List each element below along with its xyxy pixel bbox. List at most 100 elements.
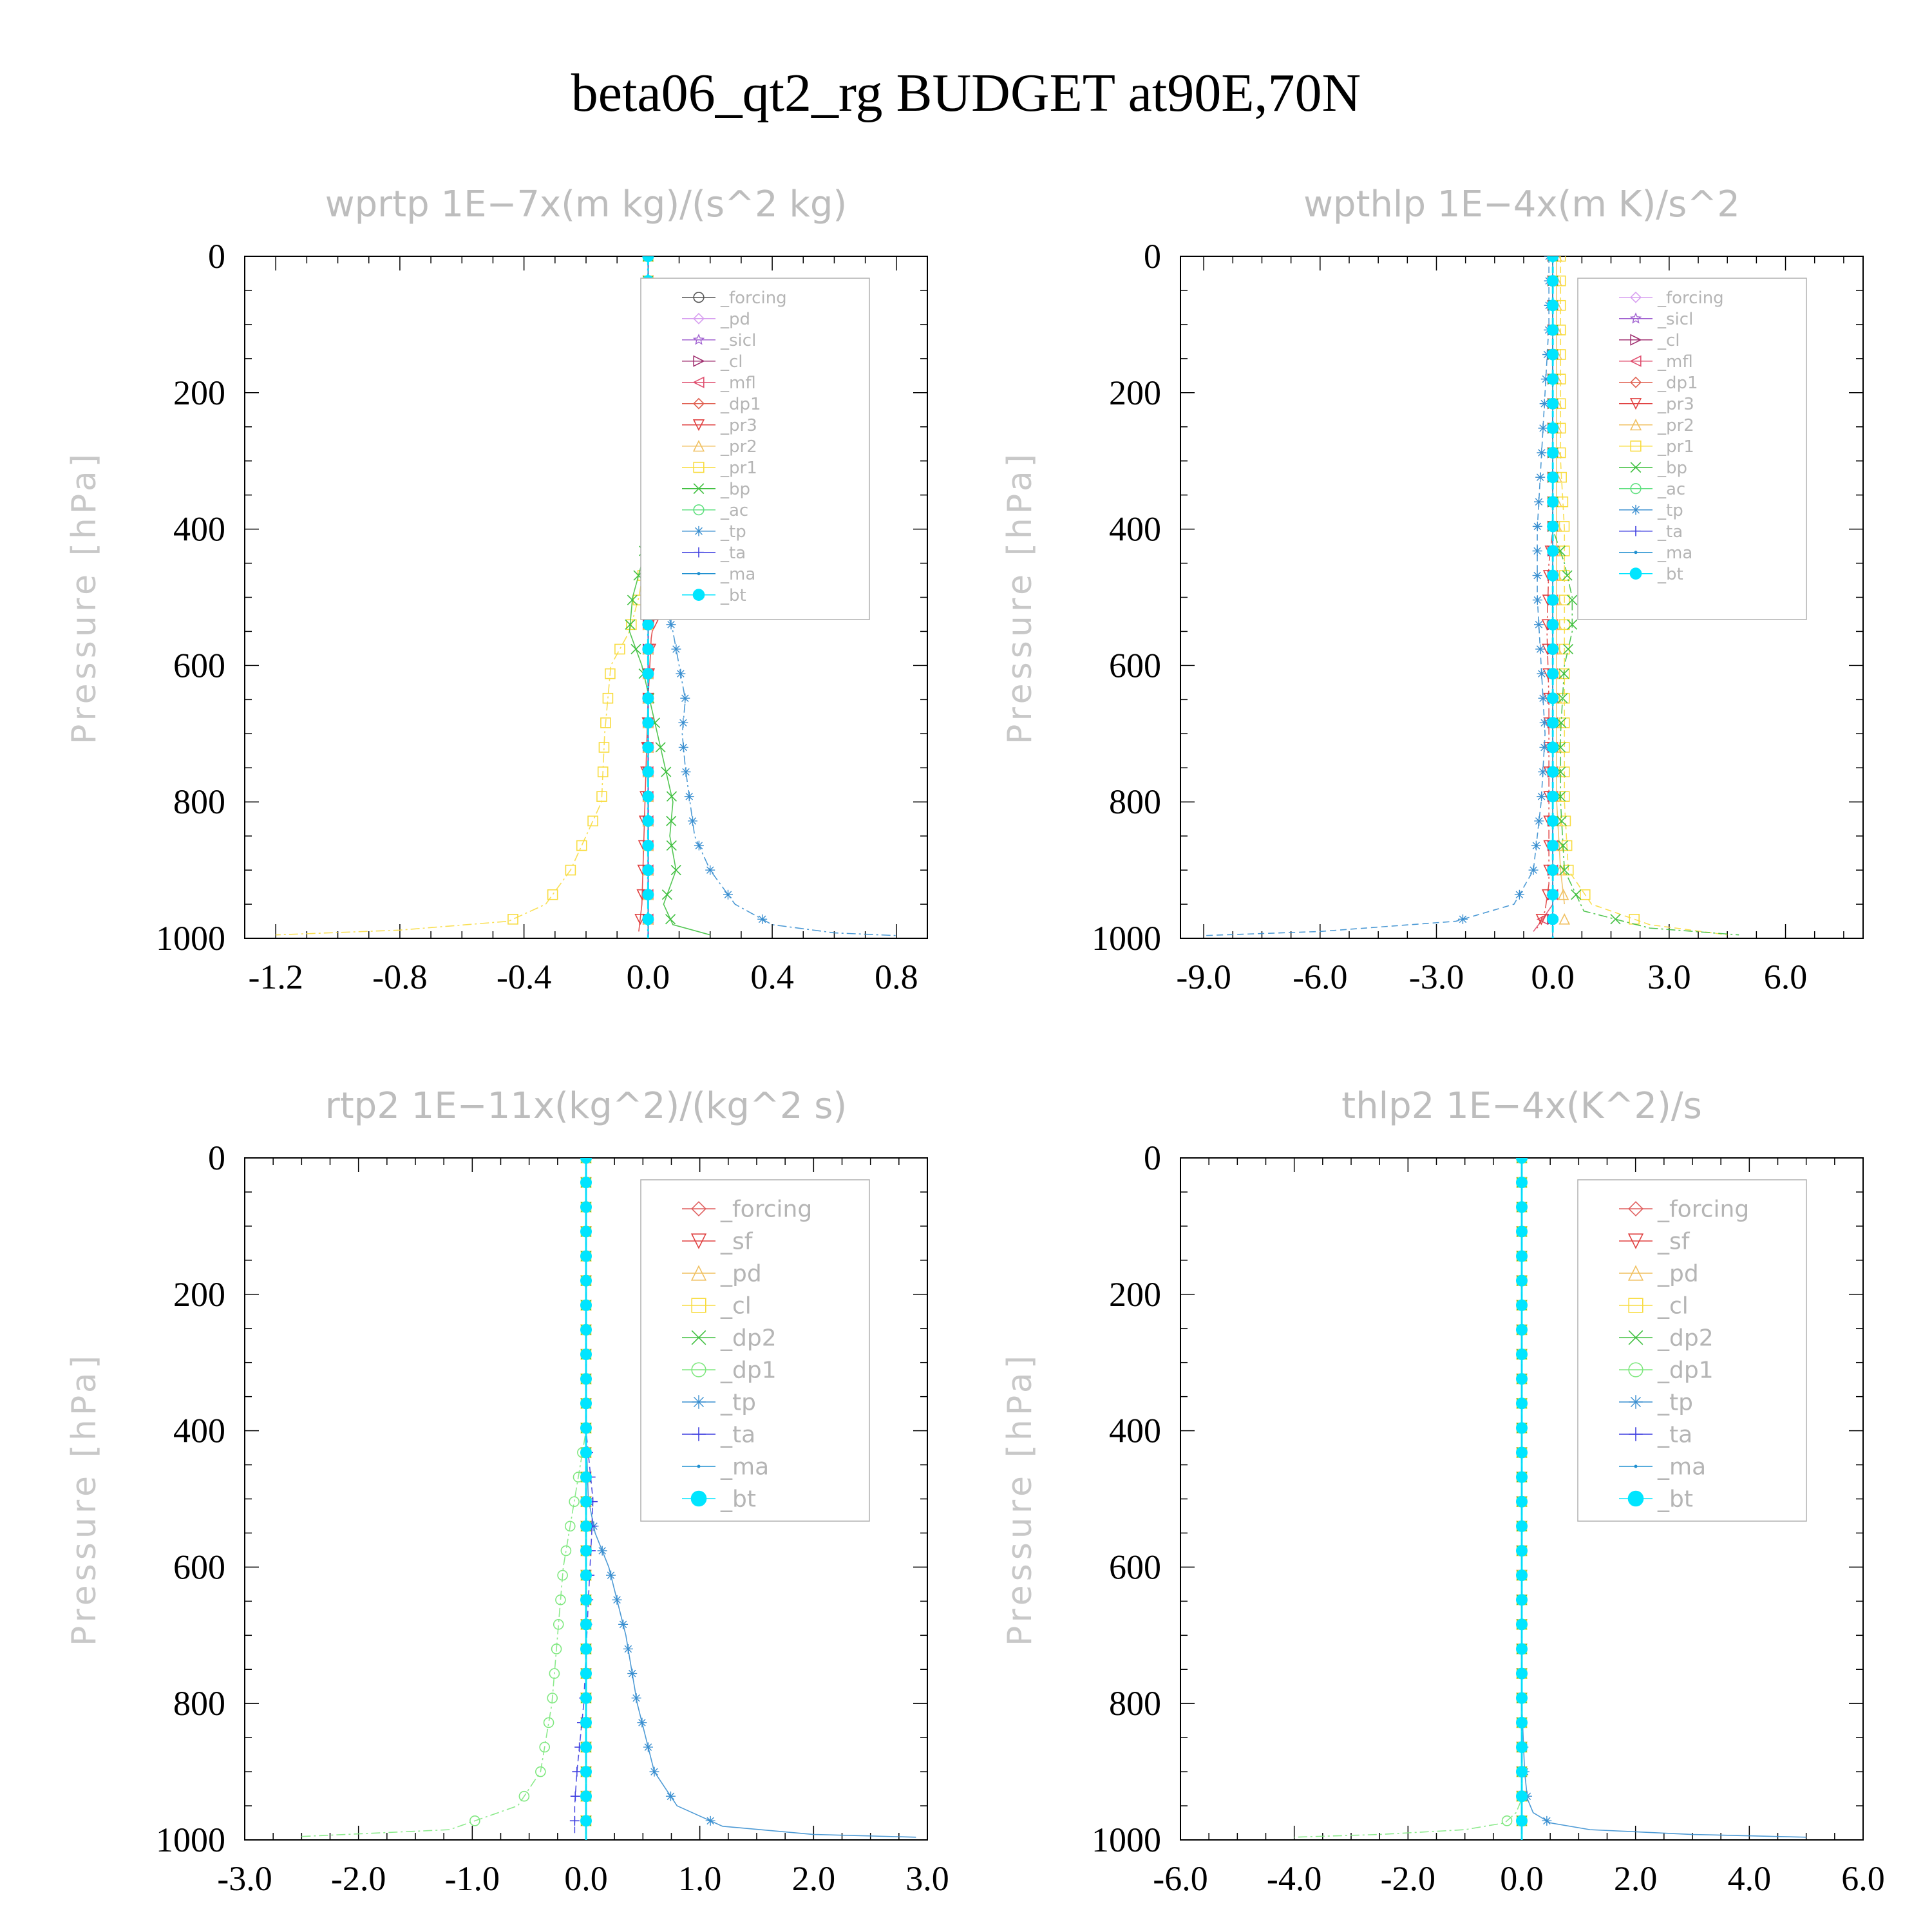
data-point (1535, 472, 1546, 482)
data-point (1534, 620, 1544, 630)
legend-marker (691, 1201, 706, 1217)
panel-title: rtp2 1E−11x(kg^2)/(kg^2 s) (325, 1085, 848, 1127)
data-point (576, 840, 587, 851)
legend-marker (1630, 334, 1642, 346)
legend-marker (693, 483, 705, 495)
legend-label: _dp1 (720, 395, 761, 414)
legend-label: _pd (1657, 1261, 1699, 1287)
legend-label: _sicl (1657, 310, 1693, 329)
data-point (580, 1348, 592, 1360)
legend-label: _pr1 (1657, 437, 1694, 457)
data-point (1547, 299, 1559, 312)
legend-marker (1630, 483, 1642, 495)
data-point (557, 1569, 568, 1581)
legend-marker (1630, 462, 1642, 473)
data-point (1558, 570, 1570, 581)
legend-label: _cl (720, 1293, 752, 1320)
y-tick-label: 0 (208, 1139, 225, 1177)
data-point (705, 865, 715, 875)
data-point (1532, 545, 1542, 556)
data-point (1561, 840, 1573, 851)
legend-label: _dp1 (1657, 1358, 1714, 1384)
data-point (1516, 1201, 1528, 1213)
data-point (1538, 423, 1548, 433)
legend: _forcing _sf _pd _cl _dp2 _dp1 _tp _ta _ma _bt (640, 1179, 870, 1522)
data-point (630, 643, 641, 655)
data-point (1516, 1323, 1528, 1336)
data-point (1547, 790, 1559, 802)
data-point (1516, 1274, 1528, 1287)
data-point (1516, 1446, 1528, 1459)
data-point (564, 1520, 576, 1532)
data-point (1516, 1692, 1528, 1704)
legend-label: _tp (1657, 501, 1683, 520)
data-point (1558, 913, 1571, 925)
data-point (1516, 1569, 1528, 1582)
data-point (551, 1643, 562, 1654)
data-point (642, 256, 654, 262)
data-point (580, 1177, 592, 1189)
legend-marker (691, 1330, 706, 1345)
data-point (580, 1692, 592, 1704)
data-point (580, 1594, 592, 1606)
legend-marker (690, 1490, 707, 1507)
data-point (1516, 1594, 1528, 1606)
series-line-dp1 (301, 1158, 587, 1837)
data-point (1547, 446, 1559, 459)
data-point (580, 1520, 592, 1532)
legend-box (1577, 278, 1807, 620)
y-tick-label: 400 (173, 1412, 225, 1450)
data-point (1516, 1397, 1528, 1410)
x-tick-label: 4.0 (1728, 1859, 1772, 1898)
data-point (580, 1815, 592, 1827)
legend-box (1577, 1179, 1807, 1522)
data-point (1547, 397, 1559, 410)
data-point (694, 840, 704, 851)
legend-label: _bt (720, 586, 746, 605)
data-point (655, 742, 666, 753)
data-point (1562, 570, 1573, 581)
x-tick-label: -1.0 (445, 1859, 500, 1898)
legend-marker (693, 312, 705, 325)
legend-marker (1634, 551, 1638, 554)
x-tick-label: -2.0 (1381, 1859, 1435, 1898)
data-point (1547, 889, 1559, 901)
data-point (1558, 791, 1570, 802)
data-point (1516, 1495, 1528, 1508)
y-tick-label: 0 (1144, 237, 1161, 276)
data-point (1579, 889, 1591, 900)
legend-label: _ta (1657, 522, 1683, 542)
data-point (1547, 324, 1559, 336)
data-point (1516, 1544, 1528, 1557)
data-point (618, 1619, 629, 1629)
legend-label: _forcing (1657, 289, 1724, 308)
data-point (1558, 766, 1570, 777)
x-tick-label: -9.0 (1176, 958, 1231, 996)
legend-label: _cl (1657, 331, 1680, 350)
series-line-bp (1552, 256, 1739, 936)
x-tick-label: 2.0 (1614, 1859, 1658, 1898)
y-tick-label: 200 (173, 1275, 225, 1314)
data-point (1547, 545, 1559, 557)
data-point (580, 1741, 592, 1753)
data-point (642, 889, 654, 901)
legend-label: _pr2 (720, 437, 757, 457)
data-point (507, 914, 518, 925)
y-tick-label: 1000 (1092, 1821, 1161, 1859)
data-point (666, 791, 677, 802)
legend-label: _tp (720, 522, 746, 542)
x-tick-label: 6.0 (1841, 1859, 1885, 1898)
data-point (642, 766, 654, 778)
series-line-pr1 (1560, 256, 1728, 936)
data-point (1610, 914, 1621, 925)
y-tick-label: 1000 (156, 919, 225, 958)
legend: _forcing _sf _pd _cl _dp2 _dp1 _tp _ta _ma _bt (1577, 1179, 1807, 1522)
data-point (1558, 619, 1570, 630)
y-tick-label: 400 (1109, 510, 1161, 549)
data-point (1558, 742, 1570, 753)
data-point (643, 1742, 653, 1752)
data-point (1571, 889, 1582, 900)
data-point (580, 1495, 592, 1508)
legend-marker (692, 334, 705, 345)
x-tick-label: 1.0 (678, 1859, 722, 1898)
